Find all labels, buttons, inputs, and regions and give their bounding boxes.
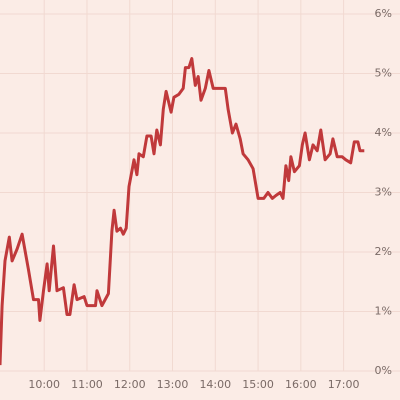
x-tick-label: 12:00 <box>114 378 146 391</box>
y-tick-label: 5% <box>375 67 392 80</box>
x-tick-label: 15:00 <box>242 378 274 391</box>
x-tick-label: 10:00 <box>28 378 60 391</box>
x-tick-label: 17:00 <box>328 378 360 391</box>
y-tick-label: 4% <box>375 126 392 139</box>
x-tick-label: 16:00 <box>285 378 317 391</box>
x-tick-label: 14:00 <box>199 378 231 391</box>
line <box>0 57 365 366</box>
y-tick-label: 0% <box>375 364 392 377</box>
x-tick-label: 11:00 <box>71 378 103 391</box>
x-tick-label: 13:00 <box>157 378 189 391</box>
y-tick-label: 2% <box>375 245 392 258</box>
y-tick-label: 6% <box>375 7 392 20</box>
y-tick-label: 3% <box>375 186 392 199</box>
y-tick-label: 1% <box>375 305 392 318</box>
